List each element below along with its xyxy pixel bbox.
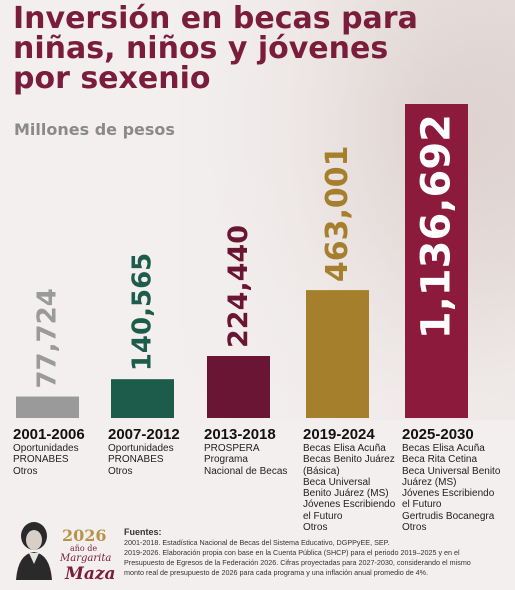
program-line: el Futuro	[402, 499, 442, 511]
program-line: (Básica)	[303, 465, 340, 477]
chart-title: Inversión en becas para niñas, niños y j…	[13, 4, 503, 94]
chart-subtitle: Millones de pesos	[14, 120, 175, 139]
logo-year: 2026	[62, 526, 107, 545]
category-label: 2001-2006	[13, 426, 85, 443]
value-label: 463,001	[320, 145, 355, 282]
category-label: 2007-2012	[108, 426, 180, 443]
category-label: 2013-2018	[204, 426, 276, 443]
value-label: 77,724	[33, 288, 63, 388]
program-line: Beca Rita Cetina	[402, 454, 478, 466]
portrait-icon	[16, 522, 52, 580]
program-line: Beca Universal	[303, 476, 371, 488]
program-line: Oportunidades	[13, 443, 79, 454]
program-line: Becas Elisa Acuña	[402, 443, 485, 454]
program-line: Beca Universal Benito	[402, 465, 501, 477]
title-line-2: niñas, niños y jóvenes	[13, 31, 389, 66]
bar-2025-2030	[405, 104, 468, 418]
source-line: Presupuesto de Egresos de la Federación …	[124, 558, 471, 567]
category-group: 2007-2012 Oportunidades PRONABES Otros	[108, 426, 218, 477]
program-line: PROSPERA	[204, 443, 260, 454]
value-label: 224,440	[223, 225, 254, 348]
program-line: Programa	[204, 454, 248, 466]
category-group: 2025-2030 Becas Elisa Acuña Beca Rita Ceti…	[402, 426, 512, 533]
title-line-3: por sexenio	[13, 61, 211, 96]
bar-2007-2012	[111, 379, 174, 418]
logo-name-last: Maza	[65, 564, 116, 584]
program-line: Benito Juárez (MS)	[303, 488, 389, 500]
category-label: 2019-2024	[303, 426, 375, 443]
program-line: Otros	[402, 522, 427, 534]
sources: Fuentes: 2001-2018. Estadística Nacional…	[124, 527, 509, 578]
value-label: 140,565	[128, 253, 158, 371]
program-line: Becas Benito Juárez	[303, 454, 395, 466]
program-line: Jóvenes Escribiendo	[402, 488, 495, 500]
category-group: 2019-2024 Becas Elisa Acuña Becas Benito J…	[303, 426, 413, 533]
program-line: Oportunidades	[108, 443, 174, 454]
program-line: el Futuro	[303, 510, 343, 522]
margarita-maza-logo: 2026 año de Margarita Maza	[10, 520, 120, 586]
program-line: Otros	[13, 465, 38, 477]
program-line: Juárez (MS)	[402, 476, 457, 488]
source-line: 2001-2018. Estadística Nacional de Becas…	[124, 538, 390, 547]
value-label: 1,136,692	[414, 114, 460, 339]
logo-name-first: Margarita	[60, 553, 112, 564]
program-line: Nacional de Becas	[204, 465, 288, 477]
bar-2019-2024	[306, 290, 369, 418]
bar-2013-2018	[207, 356, 270, 418]
title-line-1: Inversión en becas para	[13, 1, 418, 36]
program-line: Jóvenes Escribiendo	[303, 499, 396, 511]
logo-sub: año de	[70, 544, 98, 553]
program-line: PRONABES	[13, 454, 69, 466]
program-line: Gertrudis Bocanegra	[402, 510, 495, 522]
program-line: PRONABES	[108, 454, 164, 466]
program-line: Otros	[303, 522, 328, 534]
category-label: 2025-2030	[402, 426, 474, 443]
program-line: Becas Elisa Acuña	[303, 443, 386, 454]
source-line: 2019-2026. Elaboración propia con base e…	[124, 548, 460, 557]
source-line: monto real de presupuesto de 2026 para c…	[124, 568, 429, 577]
program-line: Otros	[108, 465, 133, 477]
bar-2001-2006	[16, 396, 79, 418]
category-group: 2013-2018 PROSPERA Programa Nacional de Bec…	[204, 426, 314, 477]
sources-heading: Fuentes:	[124, 527, 162, 537]
category-group: 2001-2006 Oportunidades PRONABES Otros	[13, 426, 123, 477]
